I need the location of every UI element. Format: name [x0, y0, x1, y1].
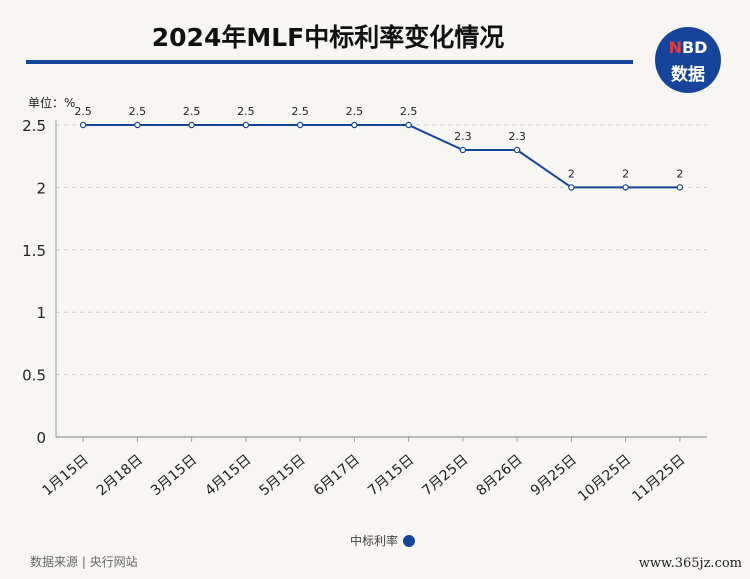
data-label: 2.5 — [400, 105, 418, 118]
data-point — [351, 121, 358, 129]
x-tick-label: 1月15日 — [39, 452, 91, 499]
legend: 中标利率 — [350, 532, 416, 549]
x-tick-label: 9月25日 — [528, 452, 580, 499]
data-point — [459, 146, 467, 154]
x-tick-label: 7月15日 — [365, 452, 417, 499]
data-label: 2.5 — [74, 105, 92, 118]
y-tick-label: 2 — [36, 179, 46, 197]
y-tick-label: 1 — [36, 304, 46, 322]
series-line — [83, 124, 680, 189]
x-tick-label: 5月15日 — [256, 452, 308, 499]
y-tick-label: 2.5 — [22, 117, 46, 135]
y-tick-label: 1.5 — [22, 242, 46, 260]
data-point — [79, 121, 87, 129]
data-point — [676, 184, 684, 191]
data-label: 2 — [568, 167, 575, 180]
data-point — [622, 184, 629, 191]
x-tick-label: 2月18日 — [94, 452, 146, 499]
data-point — [568, 184, 575, 191]
data-label: 2 — [676, 167, 683, 180]
x-tick-label: 8月26日 — [473, 452, 525, 499]
data-point — [242, 121, 250, 129]
logo-top-text: NBD — [668, 38, 708, 57]
data-label: 2.5 — [183, 105, 201, 118]
x-tick-label: 3月15日 — [148, 452, 200, 499]
data-point — [513, 146, 521, 154]
data-label: 2.5 — [346, 105, 364, 118]
x-tick-label: 7月25日 — [419, 452, 471, 499]
x-tick-label: 11月25日 — [629, 452, 688, 505]
chart-title: 2024年MLF中标利率变化情况 — [151, 23, 505, 52]
data-label: 2 — [622, 167, 629, 180]
nbd-logo: NBD 数据 — [655, 27, 721, 93]
x-tick-label: 10月25日 — [575, 452, 634, 505]
source-note: 数据来源 | 央行网站 — [30, 555, 138, 569]
data-point — [405, 121, 412, 129]
data-label: 2.5 — [129, 105, 147, 118]
data-label: 2.5 — [237, 105, 255, 118]
legend-marker — [403, 534, 416, 547]
x-tick-label: 6月17日 — [311, 452, 363, 499]
data-point — [188, 121, 195, 129]
y-tick-label: 0.5 — [22, 367, 46, 385]
title-underline — [26, 60, 633, 64]
data-label: 2.5 — [291, 105, 309, 118]
data-label: 2.3 — [508, 130, 526, 143]
data-label: 2.3 — [454, 130, 472, 143]
data-point — [296, 121, 304, 129]
logo-bottom-text: 数据 — [671, 65, 705, 85]
y-axis-unit-label: 单位：% — [28, 96, 76, 110]
legend-label: 中标利率 — [350, 534, 399, 548]
data-point — [134, 121, 141, 129]
website-watermark: www.365jz.com — [638, 556, 742, 571]
y-tick-label: 0 — [36, 429, 46, 447]
x-tick-label: 4月15日 — [202, 452, 254, 499]
